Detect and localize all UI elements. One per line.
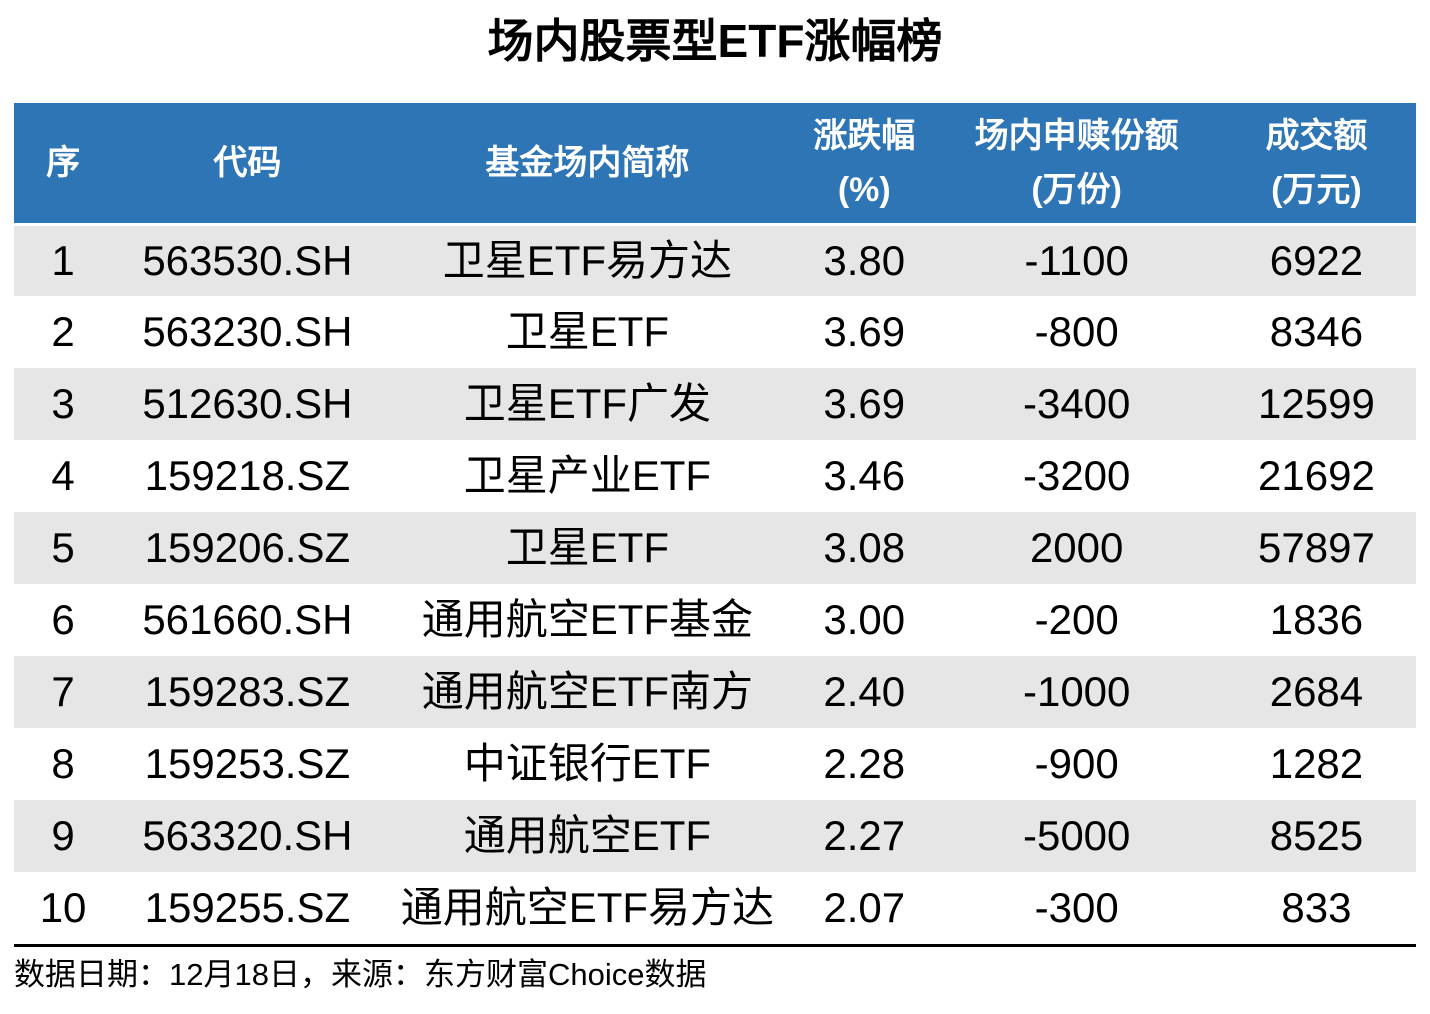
cell-fund-name: 通用航空ETF易方达 — [400, 884, 775, 932]
cell-turnover: 833 — [1281, 884, 1352, 932]
cell-code: 159283.SZ — [144, 668, 351, 716]
cell-redemption-shares: -1100 — [1024, 236, 1129, 284]
cell-change-pct: 2.28 — [823, 740, 906, 788]
col-header-code-line1: 代码 — [213, 143, 282, 182]
cell-code: 563230.SH — [142, 308, 353, 356]
cell-turnover: 1836 — [1269, 596, 1364, 644]
cell-redemption-shares: 2000 — [1029, 524, 1124, 572]
cell-change-pct: 3.80 — [823, 236, 906, 284]
cell-change-pct: 3.46 — [823, 452, 906, 500]
cell-turnover: 21692 — [1258, 452, 1375, 500]
table-row: 7 159283.SZ 通用航空ETF南方 2.40 -1000 2684 — [14, 656, 1416, 729]
cell-code: 159218.SZ — [144, 452, 351, 500]
table-header-row: 序 代码 基金场内简称 涨跌幅 (%) 场内申赎份额 (万份) — [14, 103, 1416, 226]
cell-turnover: 8346 — [1269, 308, 1364, 356]
cell-code: 563530.SH — [142, 236, 353, 284]
cell-change-pct: 2.40 — [823, 668, 906, 716]
cell-rank: 4 — [51, 452, 75, 500]
table-row: 10 159255.SZ 通用航空ETF易方达 2.07 -300 833 — [14, 872, 1416, 945]
cell-code: 561660.SH — [142, 596, 353, 644]
cell-code: 159255.SZ — [144, 884, 351, 932]
cell-change-pct: 3.69 — [823, 308, 906, 356]
table-body: 1 563530.SH 卫星ETF易方达 3.80 -1100 6922 2 563230.S… — [14, 224, 1416, 945]
col-header-code: 代码 — [112, 103, 383, 226]
cell-redemption-shares: -800 — [1034, 308, 1119, 356]
col-header-rank: 序 — [14, 103, 113, 226]
col-header-change-pct-line1: 涨跌幅 — [813, 116, 916, 155]
cell-change-pct: 3.69 — [823, 380, 906, 428]
col-header-fund-name-line1: 基金场内简称 — [485, 143, 690, 182]
table-row: 5 159206.SZ 卫星ETF 3.08 2000 57897 — [14, 512, 1416, 585]
table-row: 3 512630.SH 卫星ETF广发 3.69 -3400 12599 — [14, 368, 1416, 441]
table-row: 9 563320.SH 通用航空ETF 2.27 -5000 8525 — [14, 800, 1416, 873]
cell-fund-name: 中证银行ETF — [463, 740, 712, 788]
cell-turnover: 8525 — [1269, 812, 1364, 860]
etf-gainers-table: 序 代码 基金场内简称 涨跌幅 (%) 场内申赎份额 (万份) — [14, 103, 1416, 945]
cell-code: 512630.SH — [142, 380, 353, 428]
table-row: 4 159218.SZ 卫星产业ETF 3.46 -3200 21692 — [14, 440, 1416, 513]
cell-turnover: 12599 — [1258, 380, 1375, 428]
cell-turnover: 57897 — [1258, 524, 1375, 572]
footer: 数据日期：12月18日，来源：东方财富Choice数据 — [14, 944, 1416, 995]
col-header-rank-line1: 序 — [46, 143, 81, 182]
cell-code: 159206.SZ — [144, 524, 351, 572]
table-row: 2 563230.SH 卫星ETF 3.69 -800 8346 — [14, 296, 1416, 369]
col-header-change-pct-line2: (%) — [837, 170, 891, 209]
cell-change-pct: 3.00 — [823, 596, 906, 644]
cell-fund-name: 卫星ETF广发 — [463, 380, 712, 428]
cell-fund-name: 卫星ETF — [505, 524, 670, 572]
col-header-redemption-shares-line2: (万份) — [1031, 170, 1122, 209]
cell-redemption-shares: -5000 — [1022, 812, 1131, 860]
cell-rank: 7 — [51, 668, 75, 716]
cell-fund-name: 卫星产业ETF — [463, 452, 712, 500]
col-header-redemption-shares: 场内申赎份额 (万份) — [936, 103, 1217, 226]
cell-fund-name: 通用航空ETF基金 — [421, 596, 754, 644]
table-row: 1 563530.SH 卫星ETF易方达 3.80 -1100 6922 — [14, 224, 1416, 297]
cell-change-pct: 2.07 — [823, 884, 906, 932]
cell-change-pct: 2.27 — [823, 812, 906, 860]
cell-turnover: 6922 — [1269, 236, 1364, 284]
cell-fund-name: 通用航空ETF南方 — [421, 668, 754, 716]
col-header-turnover: 成交额 (万元) — [1216, 103, 1416, 226]
table-row: 6 561660.SH 通用航空ETF基金 3.00 -200 1836 — [14, 584, 1416, 657]
cell-code: 159253.SZ — [144, 740, 351, 788]
cell-rank: 3 — [51, 380, 75, 428]
cell-redemption-shares: -3200 — [1022, 452, 1131, 500]
col-header-redemption-shares-line1: 场内申赎份额 — [974, 116, 1179, 155]
cell-rank: 1 — [51, 236, 75, 284]
col-header-fund-name: 基金场内简称 — [382, 103, 793, 226]
cell-change-pct: 3.08 — [823, 524, 906, 572]
cell-redemption-shares: -300 — [1034, 884, 1119, 932]
col-header-change-pct: 涨跌幅 (%) — [792, 103, 937, 226]
cell-redemption-shares: -3400 — [1022, 380, 1131, 428]
col-header-turnover-line1: 成交额 — [1265, 116, 1368, 155]
cell-fund-name: 卫星ETF — [505, 308, 670, 356]
cell-code: 563320.SH — [142, 812, 353, 860]
cell-rank: 8 — [51, 740, 75, 788]
cell-turnover: 2684 — [1269, 668, 1364, 716]
table-row: 8 159253.SZ 中证银行ETF 2.28 -900 1282 — [14, 728, 1416, 801]
cell-rank: 2 — [51, 308, 75, 356]
cell-rank: 9 — [51, 812, 75, 860]
cell-redemption-shares: -200 — [1034, 596, 1119, 644]
cell-turnover: 1282 — [1269, 740, 1364, 788]
cell-fund-name: 通用航空ETF — [463, 812, 712, 860]
page: 场内股票型ETF涨幅榜 序 代码 基金场内简称 — [0, 14, 1430, 1014]
cell-rank: 5 — [51, 524, 75, 572]
cell-rank: 10 — [39, 884, 87, 932]
page-title: 场内股票型ETF涨幅榜 — [487, 15, 943, 67]
data-source-note: 数据日期：12月18日，来源：东方财富Choice数据 — [14, 957, 707, 993]
cell-rank: 6 — [51, 596, 75, 644]
col-header-turnover-line2: (万元) — [1271, 170, 1362, 209]
cell-redemption-shares: -900 — [1034, 740, 1119, 788]
cell-redemption-shares: -1000 — [1022, 668, 1131, 716]
cell-fund-name: 卫星ETF易方达 — [442, 236, 733, 284]
